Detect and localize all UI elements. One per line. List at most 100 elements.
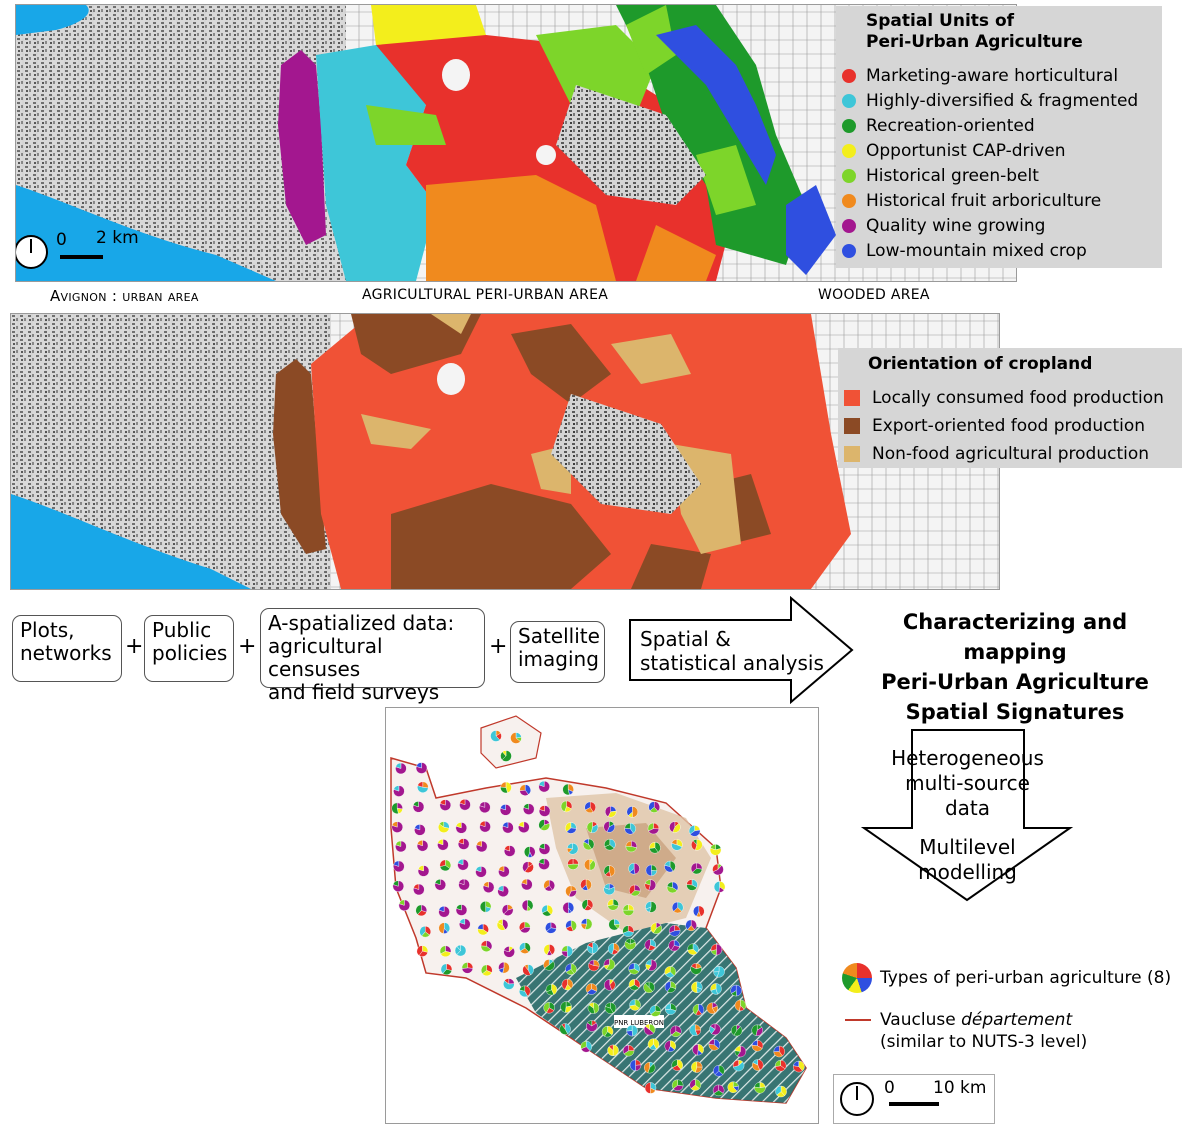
pie-symbol: [510, 732, 522, 744]
pie-symbol: [416, 840, 429, 852]
legend-swatch: [844, 446, 860, 462]
pie-symbol: [687, 943, 699, 955]
pie-symbol: [565, 822, 577, 834]
top-legend: Spatial Units of Peri-Urban Agriculture …: [836, 6, 1162, 268]
unit-recreation: [616, 5, 806, 265]
legend-swatch: [842, 93, 856, 108]
pie-symbol: [498, 865, 510, 878]
pie-symbol: [560, 1001, 572, 1013]
legend-swatch: [842, 118, 856, 133]
pie-symbol: [672, 901, 684, 914]
band-urban-label: Avignon : urban area: [50, 287, 199, 305]
pie-symbol: [685, 919, 697, 932]
pie-symbol: [668, 939, 680, 952]
pie-symbol: [559, 1023, 571, 1035]
pie-symbol: [584, 801, 596, 814]
pie-symbol: [624, 822, 636, 835]
top-scale-zero: 0: [56, 230, 67, 250]
pie-symbol: [628, 979, 641, 991]
unit-fruit: [426, 175, 616, 281]
pie-symbol: [586, 1020, 598, 1032]
band-wooded-label: wooded area: [818, 287, 930, 303]
pie-symbol: [693, 905, 705, 918]
pie-symbol: [710, 943, 723, 956]
pie-symbol: [398, 899, 411, 911]
pie-symbol: [543, 959, 555, 971]
north-arrow-icon: [16, 235, 48, 269]
pie-symbol: [688, 825, 701, 837]
pie-symbol: [585, 983, 598, 995]
pie-symbol: [580, 918, 593, 930]
pie-symbol: [607, 943, 620, 955]
pie-symbol: [645, 864, 658, 877]
park-label: PNR LUBERON: [614, 1019, 664, 1027]
legend-swatch: [842, 143, 856, 158]
pie-symbol: [604, 838, 616, 851]
pie-symbol: [543, 879, 555, 892]
pie-symbol: [713, 881, 726, 893]
pie-symbol: [671, 1059, 683, 1071]
legend-swatch: [842, 218, 856, 233]
pie-symbol: [713, 966, 725, 978]
pie-symbol: [481, 964, 493, 977]
pie-symbol: [522, 861, 534, 873]
pie-symbol: [580, 879, 592, 891]
pie-symbol: [518, 821, 530, 833]
pie-symbol: [459, 918, 471, 930]
pie-symbol: [582, 838, 595, 851]
pie-symbol: [562, 902, 574, 914]
pie-symbol: [391, 821, 403, 833]
pie-legend-icon: [842, 963, 872, 993]
pie-symbol: [586, 821, 599, 833]
pie-symbol: [438, 922, 450, 934]
top-legend-title: Spatial Units of Peri-Urban Agriculture: [866, 11, 1083, 52]
legend-swatch: [842, 168, 856, 183]
pie-symbol: [412, 801, 425, 813]
pie-symbol: [439, 799, 451, 811]
pie-symbol: [644, 939, 656, 951]
pie-symbol: [500, 750, 512, 762]
legend-item: Opportunist CAP-driven: [842, 138, 1138, 163]
pie-symbol: [708, 1039, 721, 1051]
pie-symbol: [629, 884, 641, 897]
top-scale-bar: [60, 255, 103, 259]
pie-symbol: [712, 1084, 725, 1097]
pie-symbol: [626, 806, 638, 818]
result-title: Characterizing and mapping Peri-Urban Agr…: [881, 610, 1149, 724]
pie-symbol: [706, 1002, 718, 1014]
unit-greenbelt: [366, 105, 446, 145]
pie-symbol: [416, 945, 429, 957]
pie-symbol: [664, 1040, 676, 1052]
pie-symbol: [476, 840, 488, 853]
pie-symbol: [665, 1003, 677, 1015]
pie-symbol: [393, 860, 405, 873]
pie-symbol: [503, 946, 515, 958]
pie-symbol: [727, 1081, 739, 1093]
pie-symbol: [522, 964, 534, 976]
pie-symbol: [668, 925, 681, 937]
enclave-area: [480, 715, 542, 769]
pie-symbol: [497, 885, 509, 897]
pie-symbol: [793, 1060, 805, 1073]
pie-symbol: [562, 783, 574, 796]
pie-symbol: [691, 1061, 703, 1073]
pie-symbol: [581, 899, 594, 911]
pie-symbol: [438, 821, 450, 833]
pie-symbol: [499, 804, 512, 816]
pie-symbol: [603, 821, 615, 833]
pie-symbol: [607, 1044, 619, 1057]
legend-item: Historical fruit arboriculture: [842, 188, 1138, 213]
pie-symbol: [754, 1082, 766, 1094]
pie-symbol: [608, 918, 620, 931]
pie-symbol: [603, 958, 616, 971]
legend-swatch: [842, 68, 856, 83]
pie-symbol: [414, 824, 426, 836]
pie-symbol: [560, 800, 573, 813]
pie-symbol: [648, 801, 660, 813]
pie-symbol: [751, 1024, 763, 1036]
pie-symbol: [587, 942, 599, 954]
pie-symbol: [751, 1040, 764, 1052]
top-legend-list: Marketing-aware horticultural Highly-div…: [842, 63, 1138, 263]
input-box-aspatial: A-spatialized data: agricultural censuses…: [260, 608, 485, 704]
pie-symbol: [538, 858, 550, 870]
